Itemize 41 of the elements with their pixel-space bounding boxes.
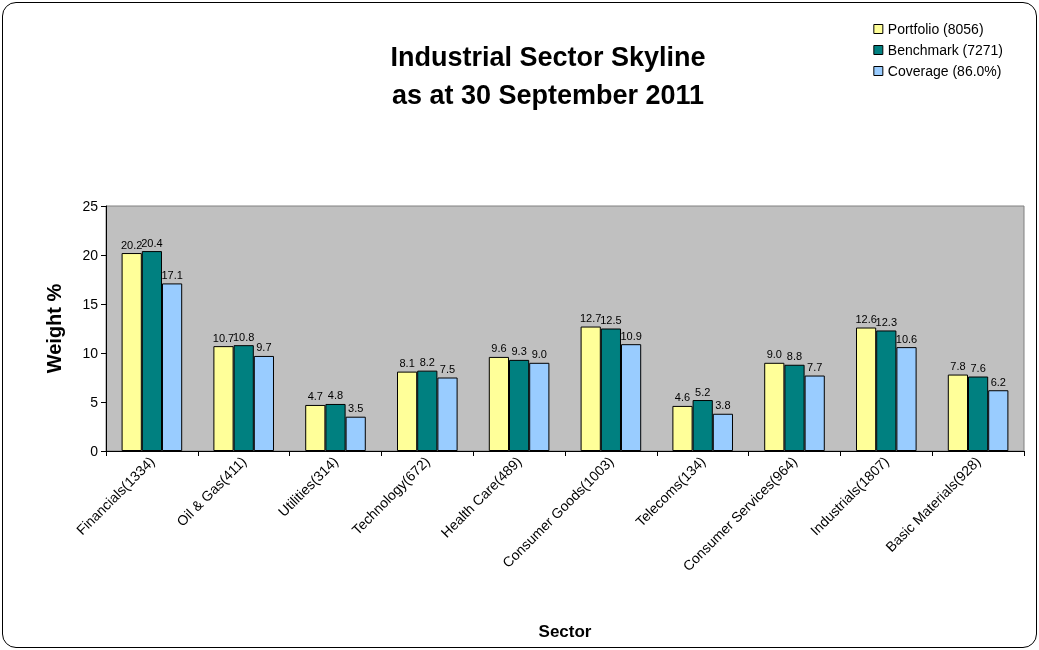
data-label: 10.9: [620, 329, 642, 342]
data-label: 7.8: [950, 360, 966, 373]
legend-label: Portfolio (8056): [887, 21, 984, 37]
data-label: 7.6: [970, 362, 986, 375]
data-label: 6.2: [990, 375, 1006, 388]
data-label: 12.6: [855, 313, 877, 326]
data-label: 9.7: [256, 341, 272, 354]
y-tick-label: 25: [82, 198, 99, 214]
y-axis-title: Weight %: [43, 283, 65, 374]
data-label: 3.5: [348, 402, 364, 415]
data-label: 4.6: [674, 391, 691, 404]
data-label: 8.2: [419, 356, 435, 369]
data-label: 12.7: [579, 312, 602, 325]
data-label: 7.7: [807, 361, 823, 374]
data-label: 20.4: [141, 236, 163, 249]
data-label: 3.8: [715, 399, 731, 412]
data-label: 9.6: [491, 342, 507, 355]
data-label: 9.0: [531, 348, 547, 361]
data-label: 9.0: [766, 348, 782, 361]
data-label: 8.1: [399, 357, 415, 370]
legend-label: Coverage (86.0%): [887, 63, 1002, 79]
data-label: 17.1: [161, 268, 183, 281]
data-label: 4.8: [327, 389, 344, 402]
x-axis-title: Sector: [538, 622, 592, 641]
chart-title: Industrial Sector Skyline as at 30 September 2011: [390, 42, 706, 110]
data-label: 5.2: [695, 385, 711, 398]
data-label: 8.8: [786, 350, 803, 363]
y-tick-label: 15: [82, 296, 99, 312]
data-label: 4.7: [307, 390, 323, 403]
data-label: 12.5: [600, 314, 622, 326]
data-label: 12.3: [875, 315, 898, 328]
y-tick-label: 20: [82, 247, 99, 263]
legend-label: Benchmark (7271): [887, 42, 1004, 58]
y-tick-label: 10: [82, 345, 99, 361]
data-label: 20.2: [120, 238, 143, 251]
data-label: 9.3: [511, 345, 527, 358]
y-tick-label: 0: [90, 443, 99, 459]
data-label: 10.6: [895, 332, 918, 345]
data-label: 10.7: [212, 331, 235, 344]
y-tick-label: 5: [90, 394, 99, 410]
data-label: 7.5: [439, 363, 456, 375]
